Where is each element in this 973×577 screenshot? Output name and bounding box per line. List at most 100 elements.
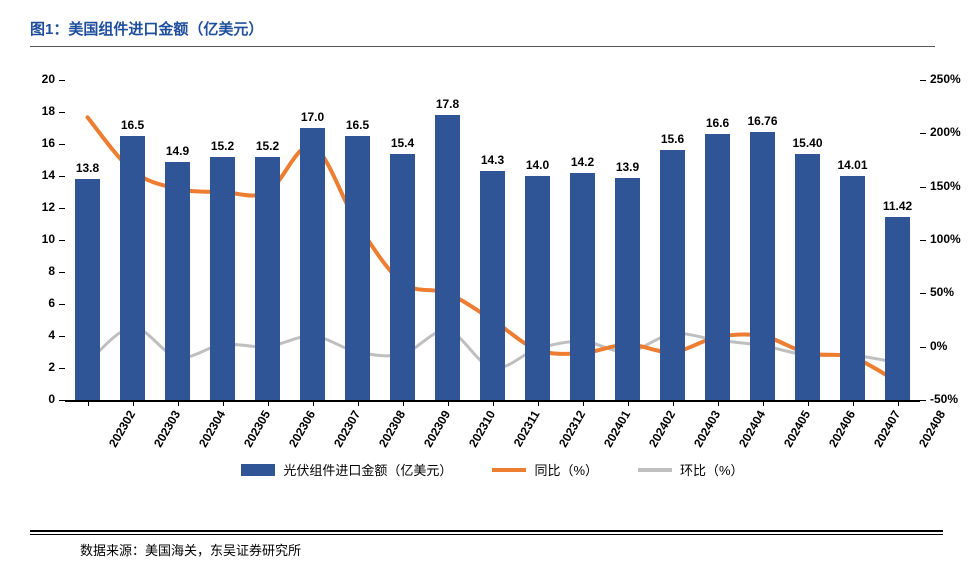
x-category-label: 202404 — [736, 408, 768, 450]
bar-value-label: 15.4 — [391, 136, 414, 150]
ytick-right — [920, 347, 926, 348]
ytick-right-label: 150% — [930, 179, 961, 193]
bar-value-label: 14.0 — [526, 158, 549, 172]
xtick — [358, 400, 359, 406]
bar-value-label: 14.9 — [166, 144, 189, 158]
xtick — [493, 400, 494, 406]
x-category-label: 202407 — [871, 408, 903, 450]
ytick-right-label: 250% — [930, 72, 961, 86]
bar-value-label: 11.42 — [883, 199, 912, 213]
x-category-label: 202303 — [151, 408, 183, 450]
ytick-right-label: 50% — [930, 285, 954, 299]
ytick-right-label: -50% — [930, 392, 958, 406]
xtick — [898, 400, 899, 406]
xtick — [718, 400, 719, 406]
ytick-left-label: 4 — [15, 328, 55, 342]
footer-rule-top — [30, 530, 943, 532]
bar — [705, 134, 730, 400]
bar — [255, 157, 280, 400]
ytick-right-label: 100% — [930, 232, 961, 246]
x-category-label: 202312 — [556, 408, 588, 450]
ytick-left-label: 16 — [15, 136, 55, 150]
legend-swatch — [638, 468, 672, 472]
ytick-left — [59, 144, 65, 145]
legend-label: 环比（%） — [680, 460, 744, 479]
ytick-left — [59, 400, 65, 401]
bar-value-label: 16.6 — [706, 116, 729, 130]
bar — [435, 115, 460, 400]
ytick-left — [59, 368, 65, 369]
bar-value-label: 14.3 — [481, 153, 504, 167]
ytick-right — [920, 240, 926, 241]
x-category-label: 202311 — [510, 408, 542, 449]
ytick-left-label: 12 — [15, 200, 55, 214]
x-category-label: 202408 — [916, 408, 948, 450]
chart-title: 图1：美国组件进口金额（亿美元） — [30, 18, 263, 39]
ytick-right-label: 0% — [930, 339, 947, 353]
bar — [750, 132, 775, 400]
bar-value-label: 15.6 — [661, 132, 684, 146]
bar — [345, 136, 370, 400]
x-category-label: 202309 — [421, 408, 453, 450]
x-category-label: 202308 — [376, 408, 408, 450]
ytick-left-label: 14 — [15, 168, 55, 182]
x-category-label: 202406 — [826, 408, 858, 450]
ytick-left — [59, 304, 65, 305]
bar-value-label: 15.2 — [256, 139, 279, 153]
bar — [210, 157, 235, 400]
x-category-label: 202405 — [781, 408, 813, 450]
ytick-right — [920, 293, 926, 294]
xtick — [538, 400, 539, 406]
bar — [300, 128, 325, 400]
ytick-left-label: 0 — [15, 392, 55, 406]
legend-item: 环比（%） — [638, 460, 744, 479]
bar — [165, 162, 190, 400]
legend-item: 同比（%） — [492, 460, 598, 479]
legend-label: 光伏组件进口金额（亿美元） — [283, 460, 452, 479]
legend-item: 光伏组件进口金额（亿美元） — [241, 460, 452, 479]
xtick — [673, 400, 674, 406]
x-category-label: 202304 — [196, 408, 228, 450]
x-category-label: 202302 — [106, 408, 138, 450]
ytick-left — [59, 336, 65, 337]
xtick — [403, 400, 404, 406]
bar-value-label: 17.8 — [436, 97, 459, 111]
xtick — [763, 400, 764, 406]
x-category-label: 202306 — [286, 408, 318, 450]
xtick — [88, 400, 89, 406]
figure-container: { "dims": {"w": 973, "h": 577}, "title":… — [0, 0, 973, 577]
bar-value-label: 16.5 — [346, 118, 369, 132]
ytick-right — [920, 133, 926, 134]
xtick — [178, 400, 179, 406]
ytick-left — [59, 112, 65, 113]
ytick-left — [59, 240, 65, 241]
bar-value-label: 13.9 — [616, 160, 639, 174]
bar — [120, 136, 145, 400]
ytick-left-label: 20 — [15, 72, 55, 86]
bar-value-label: 17.0 — [301, 110, 324, 124]
title-underline — [30, 46, 935, 47]
bar — [390, 154, 415, 400]
ytick-left — [59, 272, 65, 273]
ytick-left — [59, 80, 65, 81]
ytick-left-label: 2 — [15, 360, 55, 374]
footer-rule-bottom — [30, 534, 943, 535]
ytick-right-label: 200% — [930, 125, 961, 139]
ytick-left-label: 8 — [15, 264, 55, 278]
ytick-right — [920, 400, 926, 401]
bar-value-label: 16.76 — [747, 114, 777, 128]
legend-swatch — [241, 464, 275, 476]
xtick — [583, 400, 584, 406]
xtick — [133, 400, 134, 406]
bar — [795, 154, 820, 400]
bar — [615, 178, 640, 400]
ytick-left — [59, 208, 65, 209]
bar — [75, 179, 100, 400]
x-category-label: 202307 — [331, 408, 363, 450]
bar — [660, 150, 685, 400]
bar-value-label: 15.40 — [792, 136, 822, 150]
x-category-label: 202310 — [466, 408, 498, 450]
ytick-right — [920, 187, 926, 188]
legend-label: 同比（%） — [534, 460, 598, 479]
legend-swatch — [492, 468, 526, 472]
